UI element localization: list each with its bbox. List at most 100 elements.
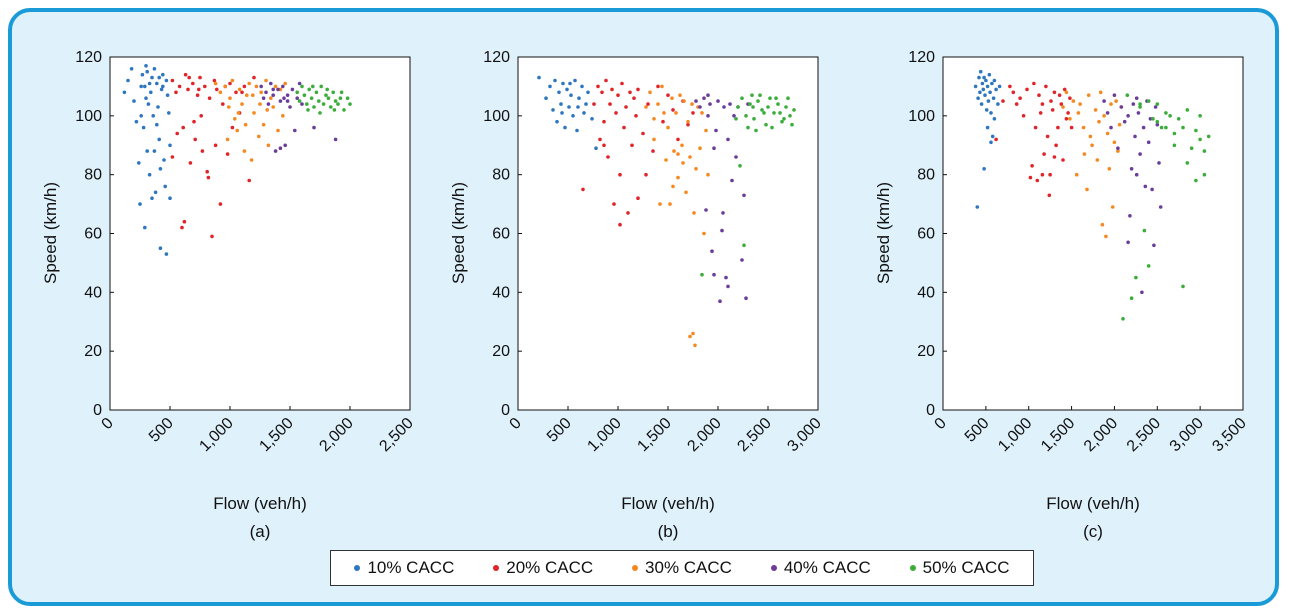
data-point: [1141, 125, 1146, 130]
data-point: [281, 114, 285, 118]
data-point: [698, 146, 702, 150]
data-point: [1042, 152, 1046, 156]
data-point: [1078, 102, 1082, 106]
data-point: [975, 205, 980, 209]
data-point: [187, 75, 191, 80]
data-point: [1001, 99, 1005, 103]
data-point: [792, 108, 796, 112]
data-point: [144, 64, 148, 68]
data-point: [325, 87, 330, 92]
data-point: [718, 299, 722, 304]
data-point: [143, 84, 147, 89]
data-point: [1104, 234, 1108, 239]
data-point: [691, 331, 695, 336]
data-point: [1138, 102, 1142, 106]
data-point: [213, 143, 218, 148]
data-point: [348, 102, 352, 106]
data-point: [195, 93, 200, 97]
data-point: [235, 128, 239, 133]
data-point: [694, 99, 698, 103]
data-point: [242, 84, 247, 89]
data-point: [333, 99, 338, 103]
data-point: [1088, 134, 1093, 139]
x-tick-label: 1,000: [995, 415, 1035, 455]
y-axis-label: Speed (km/h): [449, 182, 468, 284]
data-point: [300, 84, 304, 89]
data-point: [321, 102, 326, 106]
data-point: [786, 96, 790, 100]
data-point: [606, 155, 610, 159]
data-point: [1071, 99, 1076, 103]
legend: 10% CACC 20% CACC 30% CACC 40% CACC 50% …: [330, 550, 1034, 586]
data-point: [152, 149, 157, 153]
panel-label: (a): [250, 522, 271, 541]
data-point: [206, 175, 211, 180]
data-point: [790, 122, 794, 127]
data-point: [636, 196, 640, 200]
x-tick-label: 500: [544, 415, 575, 446]
data-point: [175, 131, 179, 136]
data-point: [567, 105, 571, 109]
data-point: [1038, 111, 1043, 115]
data-point: [309, 96, 314, 100]
data-point: [273, 84, 278, 89]
data-point: [159, 87, 164, 92]
data-point: [568, 81, 572, 86]
data-point: [1064, 117, 1069, 121]
data-point: [740, 96, 744, 100]
data-point: [985, 125, 990, 130]
legend-item-50: 50% CACC: [909, 558, 1010, 578]
data-point: [188, 161, 193, 165]
data-point: [704, 208, 708, 212]
data-point: [976, 96, 980, 100]
data-point: [989, 111, 993, 115]
data-point: [636, 87, 640, 92]
data-point: [1125, 93, 1130, 97]
data-point: [660, 84, 664, 89]
data-point: [987, 72, 992, 77]
data-point: [278, 99, 283, 103]
data-point: [982, 167, 986, 171]
data-point: [312, 105, 316, 109]
x-axis-label: Flow (veh/h): [1046, 494, 1140, 513]
data-point: [1110, 205, 1115, 209]
data-point: [752, 117, 756, 121]
data-point: [1126, 114, 1130, 118]
y-tick-label: 80: [84, 167, 102, 184]
data-point: [656, 102, 660, 106]
data-point: [1157, 161, 1161, 165]
x-axis-ticks: 0 500 1,000 1,500 2,000 2,500 3,000: [507, 406, 825, 455]
plot-area: [109, 56, 411, 411]
data-point: [1121, 317, 1125, 321]
data-point: [329, 105, 333, 109]
data-point: [138, 202, 142, 206]
data-point: [163, 184, 167, 189]
data-point: [1146, 99, 1151, 103]
data-point: [150, 75, 154, 80]
data-point: [1032, 81, 1036, 86]
data-point: [996, 102, 1000, 106]
data-point: [261, 96, 266, 100]
data-point: [1028, 175, 1033, 180]
data-point: [205, 169, 209, 174]
data-point: [207, 96, 212, 100]
data-point: [228, 81, 232, 86]
data-point: [1172, 131, 1177, 136]
data-point: [1116, 146, 1120, 150]
data-point: [332, 108, 337, 112]
legend-label: 20% CACC: [506, 558, 594, 577]
data-point: [218, 90, 223, 95]
data-point: [988, 90, 992, 95]
data-point: [158, 246, 163, 250]
plot-area: [517, 56, 819, 411]
data-point: [242, 149, 247, 153]
data-point: [784, 105, 788, 109]
data-point: [984, 78, 988, 83]
data-point: [254, 84, 259, 89]
data-point: [764, 122, 768, 127]
legend-marker: [909, 565, 916, 571]
data-point: [742, 243, 746, 248]
data-point: [1085, 187, 1089, 192]
y-tick-label: 80: [917, 167, 935, 184]
